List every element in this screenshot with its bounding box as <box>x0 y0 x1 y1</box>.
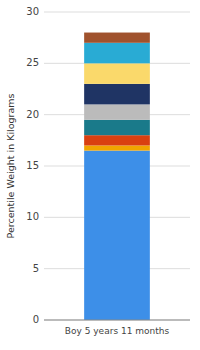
y-axis: 0 5 10 15 20 25 30 <box>26 6 39 325</box>
bar-segment <box>84 120 150 135</box>
grid-line <box>44 320 190 321</box>
x-tick-label: Boy 5 years 11 months <box>65 326 170 336</box>
chart: 0 5 10 15 20 25 30 Boy 5 years 11 months Percent… <box>0 0 200 350</box>
bar-segment <box>84 43 150 64</box>
y-tick-label: 15 <box>26 160 39 171</box>
chart-container: 0 5 10 15 20 25 30 Boy 5 years 11 months Percent… <box>0 0 200 350</box>
bar-segment <box>84 151 150 320</box>
y-tick-label: 30 <box>26 6 39 17</box>
grid-line <box>44 12 190 13</box>
y-axis-title: Percentile Weight in Kilograms <box>5 93 16 238</box>
bars <box>84 33 150 320</box>
y-tick-label: 5 <box>33 263 39 274</box>
y-tick-label: 0 <box>33 314 39 325</box>
x-axis: Boy 5 years 11 months <box>65 326 170 336</box>
bar-segment <box>84 63 150 84</box>
bar-segment <box>84 104 150 119</box>
bar-segment <box>84 145 150 150</box>
x-axis-line <box>44 320 190 321</box>
bar-segment <box>84 33 150 43</box>
grid <box>44 12 190 320</box>
y-tick-label: 10 <box>26 211 39 222</box>
bar-segment <box>84 84 150 105</box>
y-tick-label: 25 <box>26 57 39 68</box>
y-tick-label: 20 <box>26 109 39 120</box>
bar-segment <box>84 135 150 145</box>
